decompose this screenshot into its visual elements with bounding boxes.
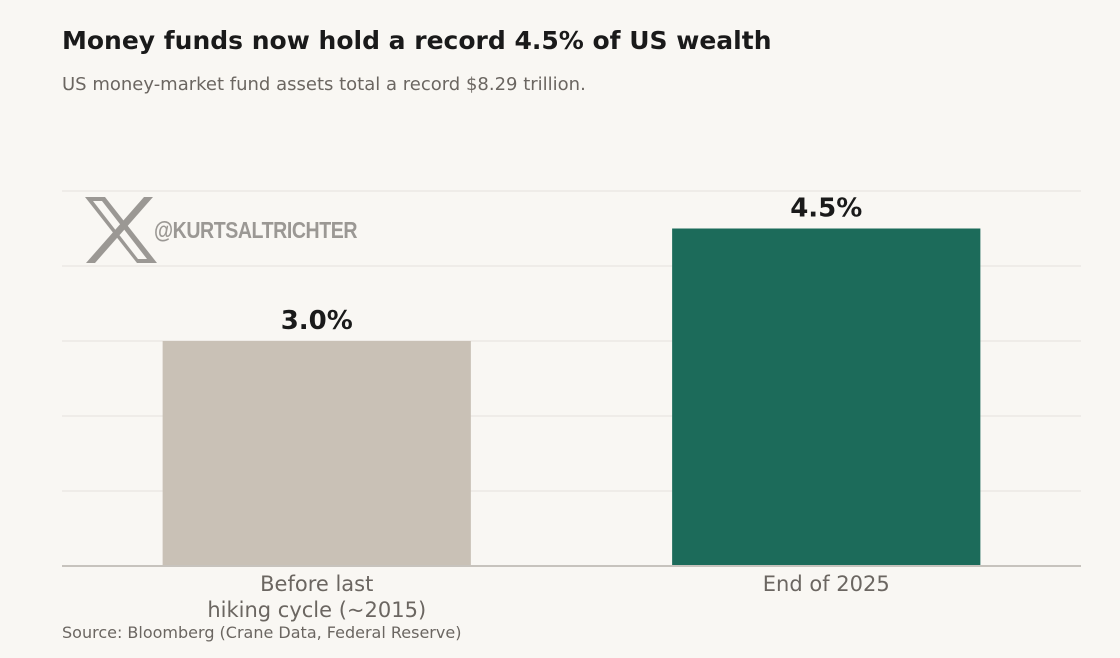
watermark-handle: @KURTSALTRICHTER [154,216,358,243]
chart-subtitle: US money-market fund assets total a reco… [62,74,586,95]
x-logo-icon [85,197,157,263]
data-label: 3.0% [281,306,353,336]
watermark: @KURTSALTRICHTER [84,196,393,264]
category-label: End of 2025 [763,572,890,596]
data-label: 4.5% [790,194,862,224]
category-label: Before last hiking cycle (~2015) [207,572,426,622]
chart-title: Money funds now hold a record 4.5% of US… [62,26,772,55]
bar-1 [162,341,471,566]
chart-source: Source: Bloomberg (Crane Data, Federal R… [62,623,462,642]
bar-2 [672,228,981,566]
